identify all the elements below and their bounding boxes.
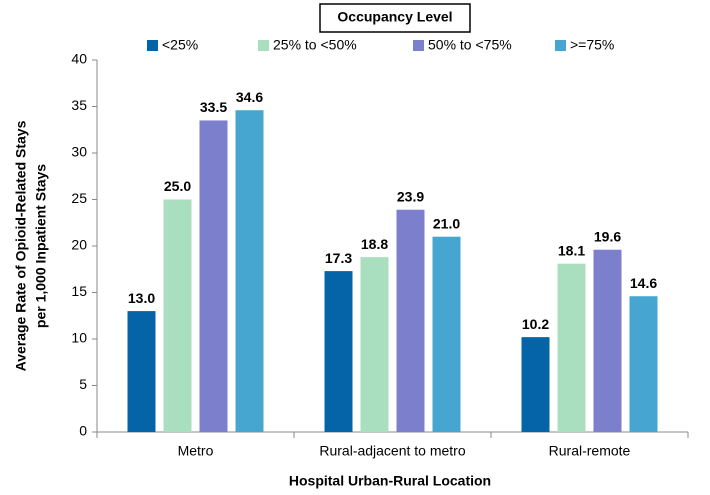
bar: [396, 209, 425, 432]
value-label: 23.9: [397, 188, 424, 204]
y-tick-label: 40: [71, 51, 87, 67]
y-tick-label: 5: [79, 376, 87, 392]
legend-swatch: [555, 40, 566, 51]
y-tick-label: 30: [71, 144, 87, 160]
value-label: 21.0: [433, 215, 460, 231]
y-tick-label: 10: [71, 330, 87, 346]
legend-title: Occupancy Level: [337, 9, 452, 25]
legend-title-box: [319, 3, 471, 33]
legend-label: <25%: [162, 37, 198, 53]
value-label: 13.0: [128, 290, 155, 306]
value-label: 18.1: [558, 242, 585, 258]
legend-swatch: [413, 40, 424, 51]
value-label: 18.8: [361, 236, 388, 252]
y-axis-title: per 1,000 Inpatient Stays: [33, 164, 49, 328]
x-axis-title: Hospital Urban-Rural Location: [289, 473, 491, 489]
y-tick-label: 25: [71, 190, 87, 206]
value-label: 19.6: [594, 228, 621, 244]
value-label: 33.5: [200, 99, 227, 115]
value-label: 14.6: [630, 275, 657, 291]
y-tick-label: 35: [71, 97, 87, 113]
x-tick-label: Metro: [178, 443, 214, 459]
y-tick-label: 20: [71, 237, 87, 253]
bar: [521, 337, 550, 432]
x-tick-label: Rural-adjacent to metro: [319, 443, 466, 459]
x-tick-label: Rural-remote: [549, 443, 631, 459]
legend-label: 50% to <75%: [428, 37, 512, 53]
y-tick-label: 0: [79, 423, 87, 439]
value-label: 34.6: [236, 89, 263, 105]
bar: [557, 263, 586, 432]
bar: [593, 249, 622, 432]
bar: [199, 120, 228, 432]
bar: [235, 110, 264, 432]
bar: [432, 236, 461, 432]
legend-label: >=75%: [570, 37, 614, 53]
value-label: 17.3: [325, 250, 352, 266]
value-label: 25.0: [164, 178, 191, 194]
value-label: 10.2: [522, 316, 549, 332]
bar: [127, 311, 156, 432]
bar: [360, 257, 389, 432]
legend-swatch: [147, 40, 158, 51]
y-axis-title: Average Rate of Opioid-Related Stays: [13, 120, 29, 371]
legend-swatch: [258, 40, 269, 51]
bar: [163, 199, 192, 432]
bar: [629, 296, 658, 432]
bar: [324, 271, 353, 432]
legend-label: 25% to <50%: [273, 37, 357, 53]
y-tick-label: 15: [71, 283, 87, 299]
